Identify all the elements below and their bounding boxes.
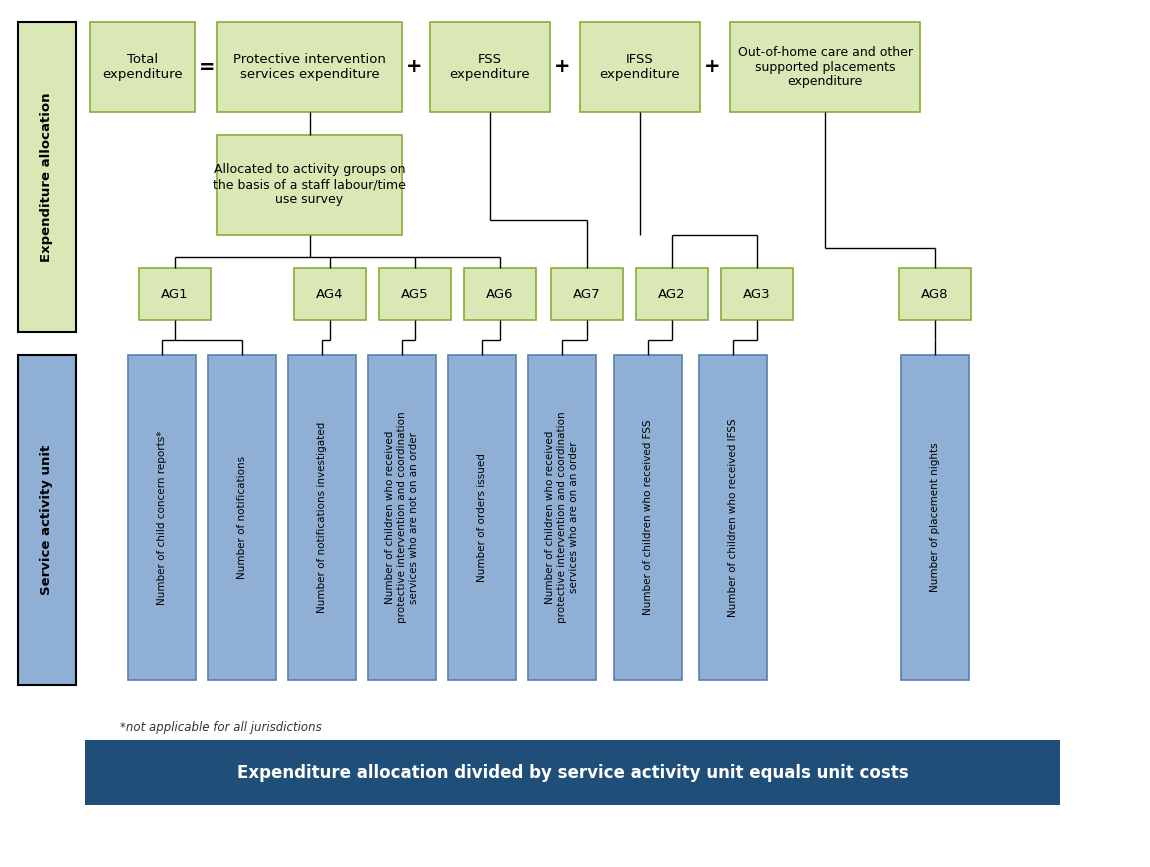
Text: AG4: AG4 (316, 288, 344, 301)
Text: +: + (406, 57, 422, 76)
Text: Number of child concern reports*: Number of child concern reports* (158, 430, 167, 604)
Text: Total
expenditure: Total expenditure (102, 53, 183, 81)
Text: Number of notifications: Number of notifications (237, 456, 247, 579)
Text: Number of children who received FSS: Number of children who received FSS (643, 420, 653, 616)
Text: Number of children who received
protective intervention and coordination
service: Number of children who received protecti… (545, 412, 578, 623)
FancyBboxPatch shape (528, 355, 596, 680)
FancyBboxPatch shape (636, 268, 708, 320)
Text: IFSS
expenditure: IFSS expenditure (599, 53, 681, 81)
FancyBboxPatch shape (368, 355, 436, 680)
FancyBboxPatch shape (430, 22, 550, 112)
FancyBboxPatch shape (899, 268, 971, 320)
Text: +: + (704, 57, 720, 76)
FancyBboxPatch shape (90, 22, 196, 112)
Text: Number of children who received IFSS: Number of children who received IFSS (728, 418, 738, 616)
FancyBboxPatch shape (551, 268, 623, 320)
Text: Number of notifications investigated: Number of notifications investigated (317, 422, 327, 613)
FancyBboxPatch shape (294, 268, 366, 320)
Text: AG8: AG8 (921, 288, 949, 301)
FancyBboxPatch shape (128, 355, 196, 680)
Text: Protective intervention
services expenditure: Protective intervention services expendi… (233, 53, 386, 81)
FancyBboxPatch shape (614, 355, 682, 680)
Text: Expenditure allocation divided by service activity unit equals unit costs: Expenditure allocation divided by servic… (237, 764, 909, 781)
Text: FSS
expenditure: FSS expenditure (450, 53, 530, 81)
Text: AG5: AG5 (401, 288, 429, 301)
FancyBboxPatch shape (730, 22, 920, 112)
Text: AG1: AG1 (161, 288, 189, 301)
Text: +: + (554, 57, 570, 76)
Text: Out-of-home care and other
supported placements
expenditure: Out-of-home care and other supported pla… (737, 45, 912, 88)
Text: *not applicable for all jurisdictions: *not applicable for all jurisdictions (120, 720, 322, 733)
FancyBboxPatch shape (580, 22, 700, 112)
Text: Number of orders issued: Number of orders issued (477, 453, 486, 582)
Text: AG3: AG3 (743, 288, 770, 301)
FancyBboxPatch shape (288, 355, 356, 680)
Text: Number of children who received
protective intervention and coordination
service: Number of children who received protecti… (385, 412, 419, 623)
FancyBboxPatch shape (139, 268, 210, 320)
FancyBboxPatch shape (699, 355, 767, 680)
Text: AG2: AG2 (658, 288, 685, 301)
FancyBboxPatch shape (18, 22, 76, 332)
FancyBboxPatch shape (208, 355, 276, 680)
FancyBboxPatch shape (463, 268, 536, 320)
FancyBboxPatch shape (448, 355, 516, 680)
Text: =: = (199, 57, 215, 76)
FancyBboxPatch shape (217, 22, 402, 112)
FancyBboxPatch shape (721, 268, 793, 320)
Text: Number of placement nights: Number of placement nights (930, 443, 940, 592)
Text: AG6: AG6 (486, 288, 514, 301)
Text: Service activity unit: Service activity unit (40, 445, 54, 595)
FancyBboxPatch shape (85, 740, 1060, 805)
Text: AG7: AG7 (573, 288, 600, 301)
FancyBboxPatch shape (217, 135, 402, 235)
FancyBboxPatch shape (18, 355, 76, 685)
FancyBboxPatch shape (380, 268, 451, 320)
FancyBboxPatch shape (900, 355, 969, 680)
Text: Allocated to activity groups on
the basis of a staff labour/time
use survey: Allocated to activity groups on the basi… (213, 164, 406, 206)
Text: Expenditure allocation: Expenditure allocation (40, 92, 54, 262)
